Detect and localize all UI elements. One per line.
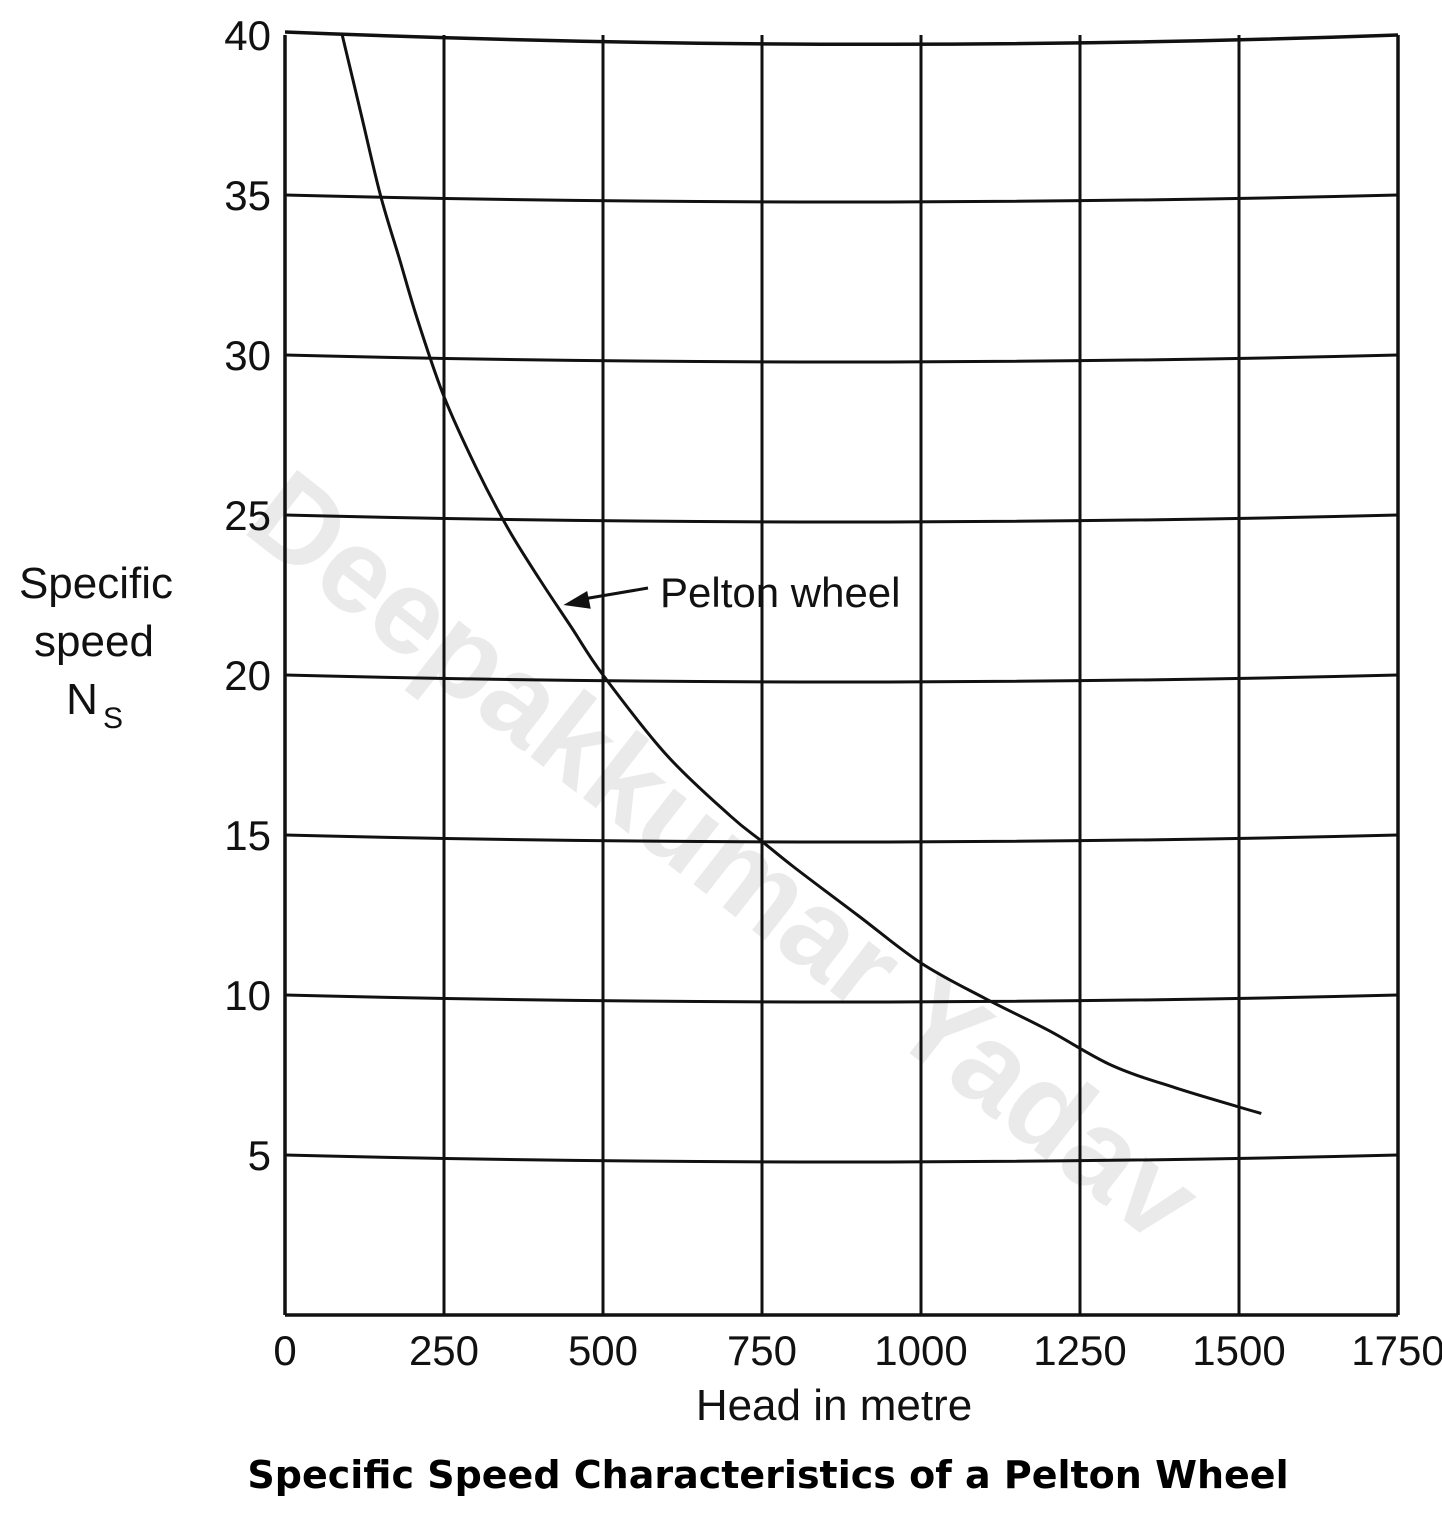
y-gridline (284, 833, 1399, 844)
y-axis-title-symbol: N (66, 675, 98, 724)
y-gridline (284, 673, 1399, 684)
x-tick-labels: 0 250 500 750 1000 1250 1500 1750 (273, 1327, 1442, 1374)
annotation-layer: Pelton wheel (563, 569, 901, 616)
x-tick-label: 250 (409, 1327, 479, 1374)
y-gridline (284, 353, 1399, 364)
top-border (284, 30, 1399, 47)
y-axis-title-line-2: speed (34, 617, 154, 666)
x-tick-label: 1750 (1351, 1327, 1442, 1374)
y-tick-label: 30 (224, 332, 271, 379)
annotation-arrow-shaft (577, 586, 649, 602)
x-tick-label: 0 (273, 1327, 296, 1374)
x-tick-label: 500 (568, 1327, 638, 1374)
y-axis-title-subscript: S (103, 702, 123, 735)
y-gridline (284, 193, 1399, 204)
series-line-pelton-wheel (340, 34, 1262, 1115)
y-gridline (284, 1153, 1399, 1164)
y-tick-label: 15 (224, 812, 271, 859)
y-tick-label: 40 (224, 12, 271, 59)
chart-caption: Specific Speed Characteristics of a Pelt… (247, 1453, 1288, 1497)
x-axis-title: Head in metre (696, 1381, 972, 1430)
y-tick-label: 25 (224, 492, 271, 539)
y-gridline (284, 513, 1399, 524)
series-layer (340, 34, 1262, 1115)
x-tick-label: 1250 (1033, 1327, 1126, 1374)
x-tick-label: 750 (727, 1327, 797, 1374)
y-axis-title-line-1: Specific (19, 559, 173, 608)
x-tick-label: 1000 (874, 1327, 967, 1374)
y-tick-label: 5 (248, 1132, 271, 1179)
y-tick-label: 20 (224, 652, 271, 699)
grid-layer (283, 30, 1400, 1317)
annotation-arrow-head (563, 591, 591, 609)
y-gridline (284, 993, 1399, 1004)
annotation-label-pelton-wheel: Pelton wheel (660, 569, 901, 616)
y-tick-label: 35 (224, 172, 271, 219)
y-tick-labels: 5 10 15 20 25 30 35 40 (224, 12, 271, 1179)
x-tick-label: 1500 (1192, 1327, 1285, 1374)
y-tick-label: 10 (224, 972, 271, 1019)
